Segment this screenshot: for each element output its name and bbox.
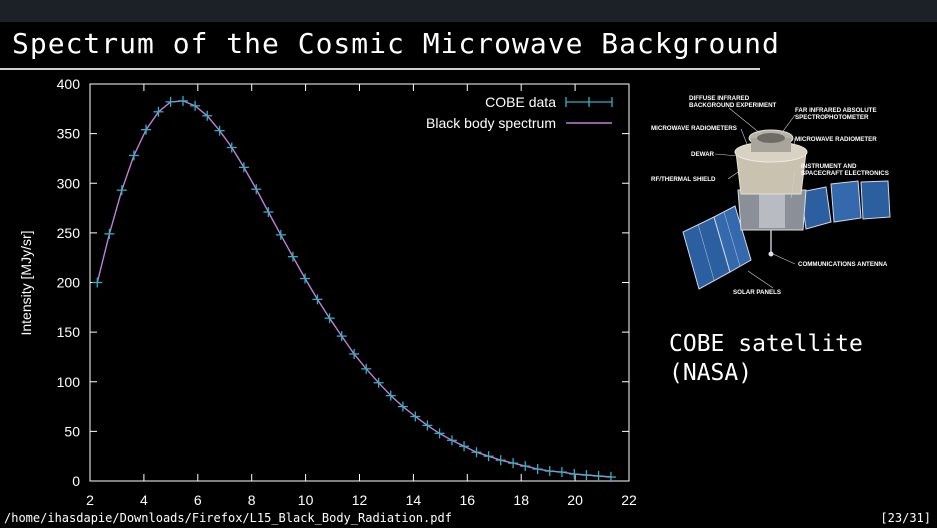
cobe-data-point <box>324 313 335 324</box>
x-tick-label: 8 <box>248 492 256 508</box>
cobe-data-point <box>410 411 421 422</box>
y-tick-label: 100 <box>57 374 81 390</box>
cobe-data-point <box>202 110 213 121</box>
cobe-data-point <box>385 390 396 401</box>
x-tick-label: 2 <box>86 492 94 508</box>
y-tick-label: 50 <box>64 423 80 439</box>
cobe-data-point <box>373 377 384 388</box>
slide-title: Spectrum of the Cosmic Microwave Backgro… <box>12 27 780 60</box>
label-firas-1: FAR INFRARED ABSOLUTE <box>795 107 877 114</box>
cobe-data-point <box>483 451 494 462</box>
cobe-data-point <box>141 124 152 135</box>
cobe-data-point <box>459 441 470 452</box>
cobe-data-point <box>446 435 457 446</box>
cobe-data-point <box>593 471 604 482</box>
file-path-status: /home/ihasdapie/Downloads/Firefox/L15_Bl… <box>4 511 452 525</box>
cobe-satellite-illustration: DIFFUSE INFRARED BACKGROUND EXPERIMENT F… <box>643 86 920 298</box>
cobe-data-point <box>312 294 323 305</box>
cobe-data-point <box>214 125 225 136</box>
y-tick-label: 200 <box>57 275 81 291</box>
cobe-data-point <box>263 207 274 218</box>
cobe-data-point <box>104 228 115 239</box>
label-dirbe-2: BACKGROUND EXPERIMENT <box>689 102 777 109</box>
cobe-data-point <box>349 348 360 359</box>
caption-line-1: COBE satellite <box>669 331 863 357</box>
cobe-data-point <box>190 100 201 111</box>
x-tick-label: 4 <box>140 492 148 508</box>
cobe-data-point <box>238 162 249 173</box>
callout-lines <box>714 107 796 289</box>
cobe-data-point <box>251 184 262 195</box>
x-tick-label: 18 <box>513 492 529 508</box>
cobe-data-point <box>544 466 555 477</box>
label-microwave-radiometer: MICROWAVE RADIOMETER <box>795 136 877 143</box>
cobe-data-point <box>495 455 506 466</box>
cobe-data-point <box>165 96 176 107</box>
cobe-data-point <box>92 277 103 288</box>
cobe-data-point <box>153 106 164 117</box>
caption-line-2: (NASA) <box>669 360 753 386</box>
cobe-data-point <box>532 464 543 475</box>
cobe-data-point <box>226 142 237 153</box>
solar-panel-left <box>682 205 752 290</box>
label-communications-antenna: COMMUNICATIONS ANTENNA <box>798 261 888 268</box>
solar-panel-right <box>800 180 891 230</box>
y-tick-label: 300 <box>57 175 81 191</box>
cobe-data-point <box>397 401 408 412</box>
cobe-data-point <box>556 467 567 478</box>
cobe-data-point <box>116 185 127 196</box>
cobe-data-point <box>434 428 445 439</box>
cobe-data-point <box>177 95 188 106</box>
legend-label-cobe: COBE data <box>485 94 556 110</box>
title-underline <box>0 68 760 70</box>
cmb-spectrum-chart: 2 4 6 8 10 12 14 16 18 20 22 0 50 100 150 200 250 300 350 4… <box>18 76 637 508</box>
label-microwave-radiometers: MICROWAVE RADIOMETERS <box>651 125 737 132</box>
cobe-data-point <box>128 150 139 161</box>
x-tick-label: 6 <box>194 492 202 508</box>
y-tick-label: 150 <box>57 324 81 340</box>
x-tick-label: 14 <box>406 492 422 508</box>
label-solar-panels: SOLAR PANELS <box>733 289 781 296</box>
cobe-data-point <box>336 331 347 342</box>
y-tick-label: 400 <box>57 76 81 92</box>
cobe-data-point <box>581 470 592 481</box>
label-instrument-1: INSTRUMENT AND <box>801 163 857 170</box>
legend-label-blackbody: Black body spectrum <box>426 115 556 131</box>
cobe-data-point <box>569 469 580 480</box>
page-indicator: [23/31] <box>880 511 931 525</box>
label-firas-2: SPECTROPHOTOMETER <box>795 114 869 121</box>
label-dewar: DEWAR <box>691 151 715 158</box>
label-rf-thermal-shield: RF/THERMAL SHIELD <box>651 176 716 183</box>
y-axis-label: Intensity [MJy/sr] <box>18 230 34 335</box>
x-tick-label: 10 <box>298 492 314 508</box>
satellite-caption: COBE satellite (NASA) <box>669 330 863 388</box>
top-bar <box>0 0 937 22</box>
plot-frame <box>89 83 630 482</box>
cobe-data-point <box>605 472 616 483</box>
black-body-curve <box>96 100 611 478</box>
y-tick-label: 250 <box>57 225 81 241</box>
x-tick-label: 12 <box>352 492 368 508</box>
label-instrument-2: SPACECRAFT ELECTRONICS <box>801 170 889 177</box>
cobe-data-point <box>471 447 482 458</box>
y-tick-label: 0 <box>72 473 80 489</box>
cobe-data-point <box>422 420 433 431</box>
label-dirbe-1: DIFFUSE INFRARED <box>689 95 750 102</box>
cobe-data-point <box>520 461 531 472</box>
cobe-data-point <box>361 363 372 374</box>
x-tick-label: 22 <box>621 492 637 508</box>
x-tick-label: 20 <box>567 492 583 508</box>
cobe-data-point <box>287 251 298 262</box>
x-tick-label: 16 <box>460 492 476 508</box>
spacecraft-body <box>734 129 808 257</box>
cobe-data-point <box>275 229 286 240</box>
cobe-data-point <box>300 273 311 284</box>
cobe-data-point <box>508 458 519 469</box>
y-tick-label: 350 <box>57 126 81 142</box>
